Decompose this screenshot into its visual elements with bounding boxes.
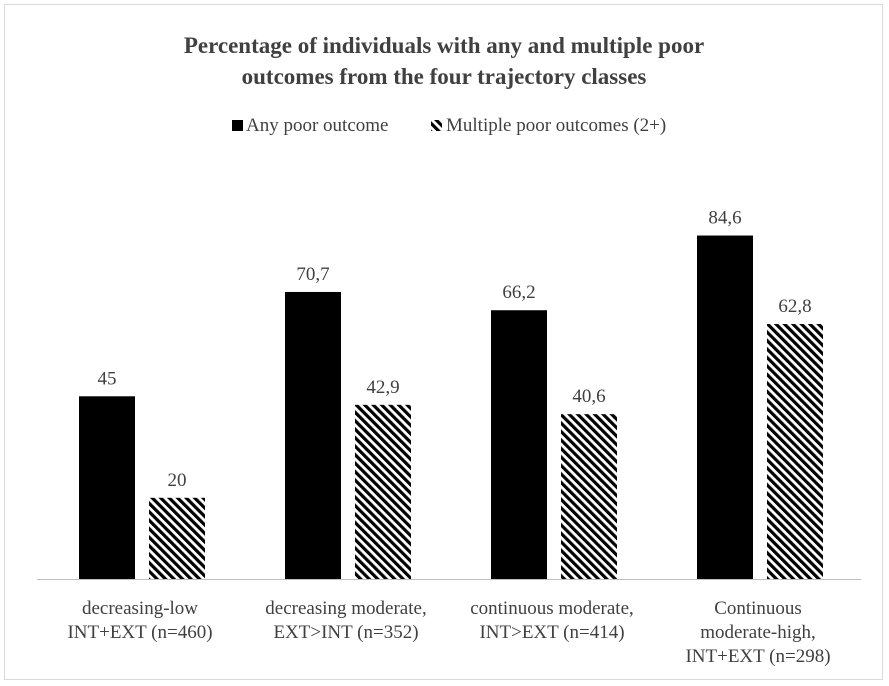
legend-swatch-any-poor-outcome <box>232 120 243 131</box>
legend-label-multiple-poor-outcomes: Multiple poor outcomes (2+) <box>446 115 666 136</box>
bar-multiple-1 <box>149 497 205 579</box>
bar-chart: Percentage of individuals with any and m… <box>37 33 861 667</box>
category-label-1-line-1: decreasing-low <box>82 598 198 619</box>
chart-title-line-1: Percentage of individuals with any and m… <box>184 33 704 58</box>
category-label-2-line-2: EXT>INT (n=352) <box>273 622 418 643</box>
category-labels: decreasing-low INT+EXT (n=460) decreasing … <box>67 598 830 667</box>
bar-multiple-3 <box>561 414 617 579</box>
chart-title-line-2: outcomes from the four trajectory classe… <box>242 64 647 89</box>
legend-swatch-multiple-poor-outcomes <box>431 120 442 131</box>
data-label-any-3: 66,2 <box>502 282 535 303</box>
legend-label-any-poor-outcome: Any poor outcome <box>246 115 388 136</box>
bar-any-2 <box>285 291 341 579</box>
data-label-multiple-3: 40,6 <box>572 386 605 407</box>
data-label-any-1: 45 <box>98 368 117 389</box>
data-label-multiple-1: 20 <box>168 470 187 491</box>
bar-any-3 <box>491 310 547 579</box>
data-label-multiple-4: 62,8 <box>778 296 811 317</box>
bar-any-4 <box>697 235 753 580</box>
category-label-3-line-1: continuous moderate, <box>470 598 634 619</box>
data-label-any-2: 70,7 <box>296 264 329 285</box>
data-label-multiple-2: 42,9 <box>366 377 399 398</box>
category-label-3-line-2: INT>EXT (n=414) <box>479 622 624 643</box>
bar-multiple-2 <box>355 404 411 579</box>
category-label-4-line-2: moderate-high, <box>700 622 816 643</box>
legend: Any poor outcome Multiple poor outcomes … <box>232 115 666 136</box>
data-label-any-4: 84,6 <box>708 208 741 229</box>
category-label-1-line-2: INT+EXT (n=460) <box>67 622 212 643</box>
bar-any-1 <box>79 396 135 579</box>
category-label-2-line-1: decreasing moderate, <box>265 598 426 619</box>
category-label-4-line-3: INT+EXT (n=298) <box>685 646 830 667</box>
plot-area: 45 20 70,7 42,9 66,2 40,6 84,6 62,8 <box>79 208 823 580</box>
chart-frame: Percentage of individuals with any and m… <box>4 4 883 680</box>
bar-multiple-4 <box>767 324 823 579</box>
category-label-4-line-1: Continuous <box>714 598 802 619</box>
